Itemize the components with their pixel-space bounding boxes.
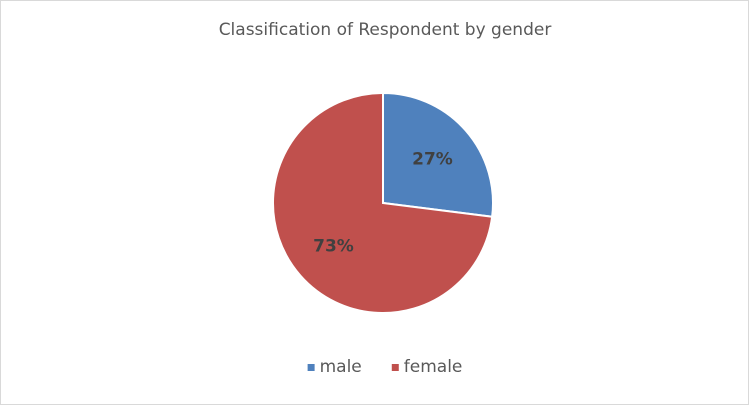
legend-swatch [307, 364, 315, 371]
data-label: 27% [412, 149, 453, 169]
legend-label: male [320, 357, 362, 377]
pie-slice [272, 91, 494, 314]
legend-label: female [404, 357, 463, 377]
chart-title: Classification of Respondent by gender [219, 20, 552, 40]
data-label: 73% [313, 237, 354, 257]
pie-slice [382, 91, 494, 218]
legend-swatch [391, 364, 399, 371]
